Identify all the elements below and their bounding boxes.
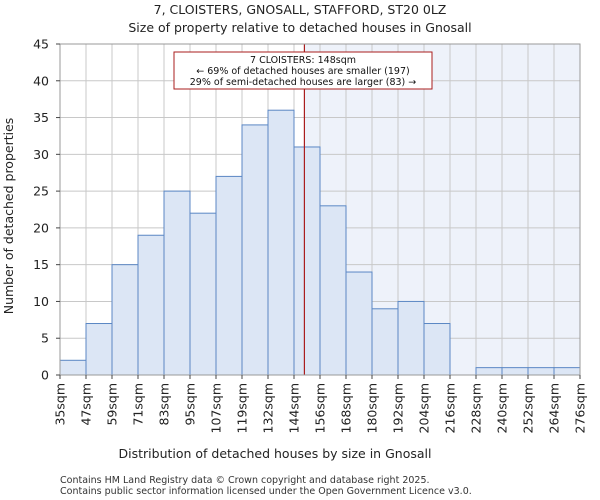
x-tick-label: 132sqm — [261, 383, 276, 433]
x-tick-label: 264sqm — [547, 383, 562, 433]
x-axis-title: Distribution of detached houses by size … — [119, 446, 432, 461]
x-tick-label: 83sqm — [157, 383, 172, 426]
y-tick-label: 40 — [33, 73, 49, 88]
bar-168sqm — [345, 271, 373, 376]
bar-132sqm — [267, 109, 295, 376]
x-tick-label: 47sqm — [79, 383, 94, 426]
annotation-frame — [173, 51, 433, 90]
bar-35sqm — [59, 359, 87, 376]
y-axis-ticks: 0 5 10 15 20 25 30 35 40 45 — [33, 37, 60, 383]
x-tick-label: 180sqm — [365, 383, 380, 433]
bar-228sqm — [475, 367, 503, 376]
x-tick-label: 59sqm — [105, 383, 120, 426]
bar-107sqm — [215, 175, 243, 376]
x-tick-label: 119sqm — [235, 383, 250, 433]
y-tick-label: 30 — [33, 147, 49, 162]
x-tick-label: 204sqm — [417, 383, 432, 433]
chart-subtitle: Size of property relative to detached ho… — [128, 20, 471, 35]
bar-144sqm — [293, 146, 321, 376]
bar-252sqm — [527, 367, 555, 376]
x-tick-label: 71sqm — [131, 383, 146, 426]
y-tick-label: 45 — [33, 37, 49, 52]
annotation-line-3: 29% of semi-detached houses are larger (… — [190, 77, 417, 88]
y-tick-label: 5 — [41, 331, 49, 346]
x-tick-label: 192sqm — [391, 383, 406, 433]
y-tick-label: 25 — [33, 184, 49, 199]
bar-240sqm — [501, 367, 529, 376]
bars — [59, 109, 581, 376]
x-tick-label: 107sqm — [209, 383, 224, 433]
footer-line-1: Contains HM Land Registry data © Crown c… — [60, 475, 430, 486]
x-tick-label: 156sqm — [313, 383, 328, 433]
bar-71sqm — [137, 234, 165, 376]
x-tick-label: 252sqm — [521, 383, 536, 433]
y-axis-title: Number of detached properties — [1, 118, 16, 315]
footer-line-2: Contains public sector information licen… — [60, 486, 472, 497]
bar-180sqm — [371, 308, 399, 376]
annotation-box: 7 CLOISTERS: 148sqm ← 69% of detached ho… — [173, 51, 433, 90]
y-tick-label: 0 — [41, 368, 49, 383]
bar-192sqm — [397, 300, 425, 376]
x-tick-label: 35sqm — [53, 383, 68, 426]
y-tick-label: 35 — [33, 110, 49, 125]
bar-204sqm — [423, 323, 451, 376]
y-tick-label: 20 — [33, 220, 49, 235]
bar-83sqm — [163, 190, 191, 376]
bar-59sqm — [111, 264, 139, 376]
x-tick-label: 240sqm — [495, 383, 510, 433]
bar-95sqm — [189, 212, 217, 376]
x-tick-label: 228sqm — [469, 383, 484, 433]
bar-264sqm — [553, 367, 581, 376]
x-tick-label: 216sqm — [443, 383, 458, 433]
x-axis-ticks: 35sqm 47sqm 59sqm 71sqm 83sqm 95sqm 107sqm 119s… — [53, 375, 588, 433]
chart-title: 7, CLOISTERS, GNOSALL, STAFFORD, ST20 0L… — [154, 2, 447, 17]
x-tick-label: 276sqm — [573, 383, 588, 433]
bar-47sqm — [85, 323, 113, 376]
annotation-line-1: 7 CLOISTERS: 148sqm — [250, 55, 356, 66]
x-tick-label: 168sqm — [339, 383, 354, 433]
x-tick-label: 144sqm — [287, 383, 302, 433]
x-tick-label: 95sqm — [183, 383, 198, 426]
annotation-line-2: ← 69% of detached houses are smaller (19… — [196, 66, 409, 77]
y-tick-label: 15 — [33, 257, 49, 272]
bar-119sqm — [241, 124, 269, 376]
bar-156sqm — [319, 205, 347, 376]
y-tick-label: 10 — [33, 294, 49, 309]
